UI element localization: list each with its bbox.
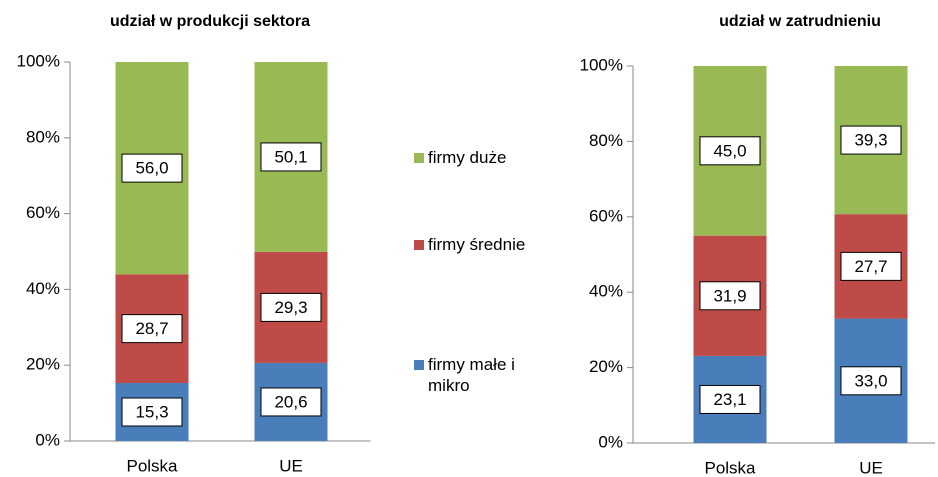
value-label-box [121,153,183,183]
value-label-box [121,397,183,427]
y-tick-label: 60% [26,203,60,222]
y-tick-label: 60% [589,206,623,225]
value-label-box [840,251,902,281]
chart-title: udział w zatrudnieniu [719,13,881,30]
value-label: 27,7 [854,257,887,276]
value-label: 28,7 [135,319,168,338]
x-tick-label: UE [279,456,303,475]
value-label: 45,0 [713,141,746,160]
value-label-box [840,125,902,155]
value-label-box [121,314,183,344]
legend-swatch [414,240,424,250]
legend-swatch [414,360,424,370]
y-tick-label: 20% [26,355,60,374]
y-tick-label: 20% [589,357,623,376]
value-label: 23,1 [713,390,746,409]
legend-label: firmy średnie [428,235,526,254]
y-tick-label: 0% [35,430,60,449]
value-label: 15,3 [135,402,168,421]
value-label-box [699,281,761,311]
value-label-box [840,366,902,396]
y-tick-label: 40% [589,282,623,301]
value-label-box [699,136,761,166]
value-label-box [260,387,322,417]
legend-label: firmy duże [428,148,507,167]
y-tick-label: 100% [580,55,623,74]
value-label: 20,6 [274,392,307,411]
value-label-box [699,384,761,414]
y-tick-label: 0% [598,432,623,451]
y-tick-label: 100% [17,51,60,70]
value-label: 33,0 [854,371,887,390]
x-tick-label: Polska [704,458,756,477]
chart-title: udział w produkcji sektora [110,13,310,30]
y-tick-label: 80% [26,127,60,146]
y-tick-label: 80% [589,131,623,150]
value-label: 50,1 [274,147,307,166]
y-tick-label: 40% [26,279,60,298]
value-label: 39,3 [854,131,887,150]
value-label-box [260,142,322,172]
value-label-box [260,292,322,322]
x-tick-label: UE [859,458,883,477]
x-tick-label: Polska [126,456,178,475]
legend-label: firmy małe i mikro [428,355,515,395]
legend-swatch [414,153,424,163]
value-label: 56,0 [135,159,168,178]
value-label: 29,3 [274,298,307,317]
value-label: 31,9 [713,286,746,305]
